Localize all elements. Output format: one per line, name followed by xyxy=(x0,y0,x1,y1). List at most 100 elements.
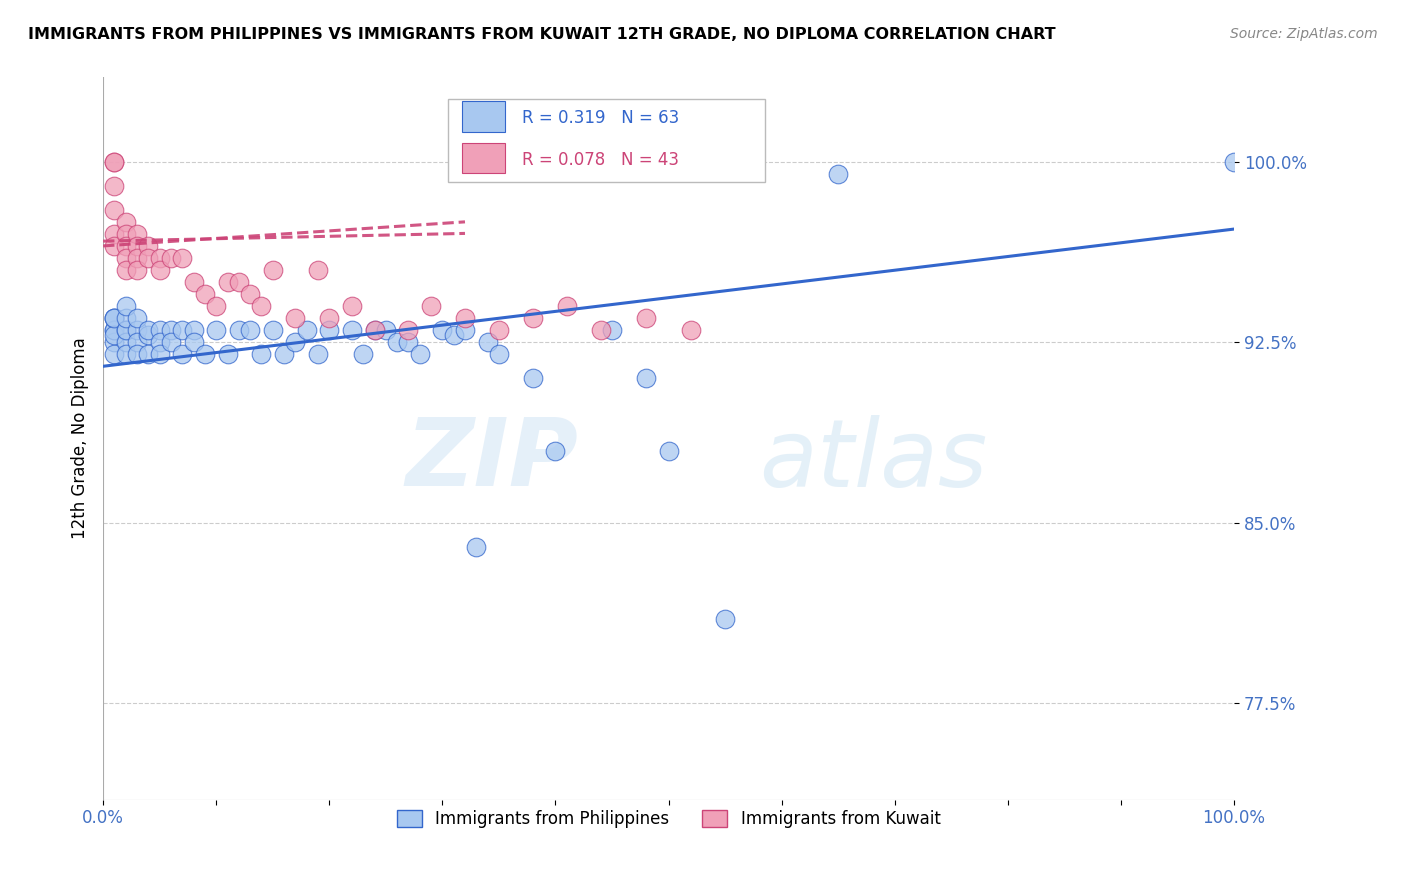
Point xyxy=(103,311,125,326)
Point xyxy=(114,323,136,337)
Point xyxy=(340,299,363,313)
Point xyxy=(125,323,148,337)
Point xyxy=(205,299,228,313)
Point xyxy=(307,347,329,361)
Point xyxy=(172,347,194,361)
Point xyxy=(454,323,477,337)
Point xyxy=(488,323,510,337)
Point xyxy=(160,335,183,350)
Point xyxy=(125,347,148,361)
Text: ZIP: ZIP xyxy=(405,414,578,506)
Point xyxy=(239,287,262,301)
Point xyxy=(183,275,205,289)
Point xyxy=(205,323,228,337)
Point xyxy=(149,335,172,350)
Point xyxy=(103,311,125,326)
Point xyxy=(183,335,205,350)
Point xyxy=(114,311,136,326)
Point xyxy=(454,311,477,326)
Text: R = 0.319   N = 63: R = 0.319 N = 63 xyxy=(522,109,679,127)
Point xyxy=(432,323,454,337)
Point xyxy=(103,227,125,241)
Text: IMMIGRANTS FROM PHILIPPINES VS IMMIGRANTS FROM KUWAIT 12TH GRADE, NO DIPLOMA COR: IMMIGRANTS FROM PHILIPPINES VS IMMIGRANT… xyxy=(28,27,1056,42)
Point xyxy=(103,178,125,193)
Point xyxy=(657,443,679,458)
Point xyxy=(125,335,148,350)
Point xyxy=(114,227,136,241)
Point xyxy=(149,263,172,277)
Point xyxy=(103,347,125,361)
FancyBboxPatch shape xyxy=(461,144,505,173)
Point xyxy=(149,251,172,265)
Point xyxy=(409,347,432,361)
Point xyxy=(396,335,419,350)
Point xyxy=(228,323,250,337)
Point xyxy=(103,311,125,326)
Text: R = 0.078   N = 43: R = 0.078 N = 43 xyxy=(522,151,679,169)
Point xyxy=(318,311,340,326)
Point xyxy=(114,347,136,361)
Point xyxy=(160,251,183,265)
Point xyxy=(138,328,160,343)
Point xyxy=(250,347,273,361)
Point xyxy=(103,202,125,217)
Point xyxy=(138,239,160,253)
Point xyxy=(125,311,148,326)
Point xyxy=(363,323,385,337)
Point xyxy=(522,371,544,385)
Point xyxy=(114,251,136,265)
Point xyxy=(488,347,510,361)
Point xyxy=(114,263,136,277)
Point xyxy=(284,335,307,350)
Point xyxy=(714,612,737,626)
Point xyxy=(239,323,262,337)
Point xyxy=(194,287,217,301)
Point xyxy=(172,323,194,337)
Text: atlas: atlas xyxy=(759,415,987,506)
Point xyxy=(295,323,318,337)
Point xyxy=(183,323,205,337)
Point xyxy=(522,311,544,326)
Point xyxy=(103,154,125,169)
Text: Source: ZipAtlas.com: Source: ZipAtlas.com xyxy=(1230,27,1378,41)
Point xyxy=(172,251,194,265)
Point xyxy=(634,371,657,385)
Point xyxy=(138,323,160,337)
Point xyxy=(217,347,239,361)
Point xyxy=(114,323,136,337)
Point xyxy=(589,323,612,337)
Point xyxy=(149,347,172,361)
Point xyxy=(396,323,419,337)
Point xyxy=(125,251,148,265)
Point xyxy=(103,323,125,337)
Point xyxy=(160,323,183,337)
Point xyxy=(827,167,849,181)
Point xyxy=(125,263,148,277)
Point xyxy=(363,323,385,337)
FancyBboxPatch shape xyxy=(449,99,765,182)
Point xyxy=(217,275,239,289)
Point xyxy=(103,239,125,253)
Point xyxy=(194,347,217,361)
Point xyxy=(262,323,284,337)
Point xyxy=(1223,154,1246,169)
FancyBboxPatch shape xyxy=(461,102,505,132)
Point xyxy=(477,335,499,350)
Point xyxy=(443,328,465,343)
Point xyxy=(318,323,340,337)
Point xyxy=(262,263,284,277)
Point xyxy=(103,328,125,343)
Point xyxy=(125,239,148,253)
Point xyxy=(114,215,136,229)
Point xyxy=(103,154,125,169)
Point xyxy=(600,323,623,337)
Point xyxy=(103,323,125,337)
Point xyxy=(114,239,136,253)
Point xyxy=(544,443,567,458)
Point xyxy=(125,227,148,241)
Point xyxy=(307,263,329,277)
Point xyxy=(138,347,160,361)
Point xyxy=(114,335,136,350)
Point xyxy=(681,323,703,337)
Point xyxy=(465,540,488,554)
